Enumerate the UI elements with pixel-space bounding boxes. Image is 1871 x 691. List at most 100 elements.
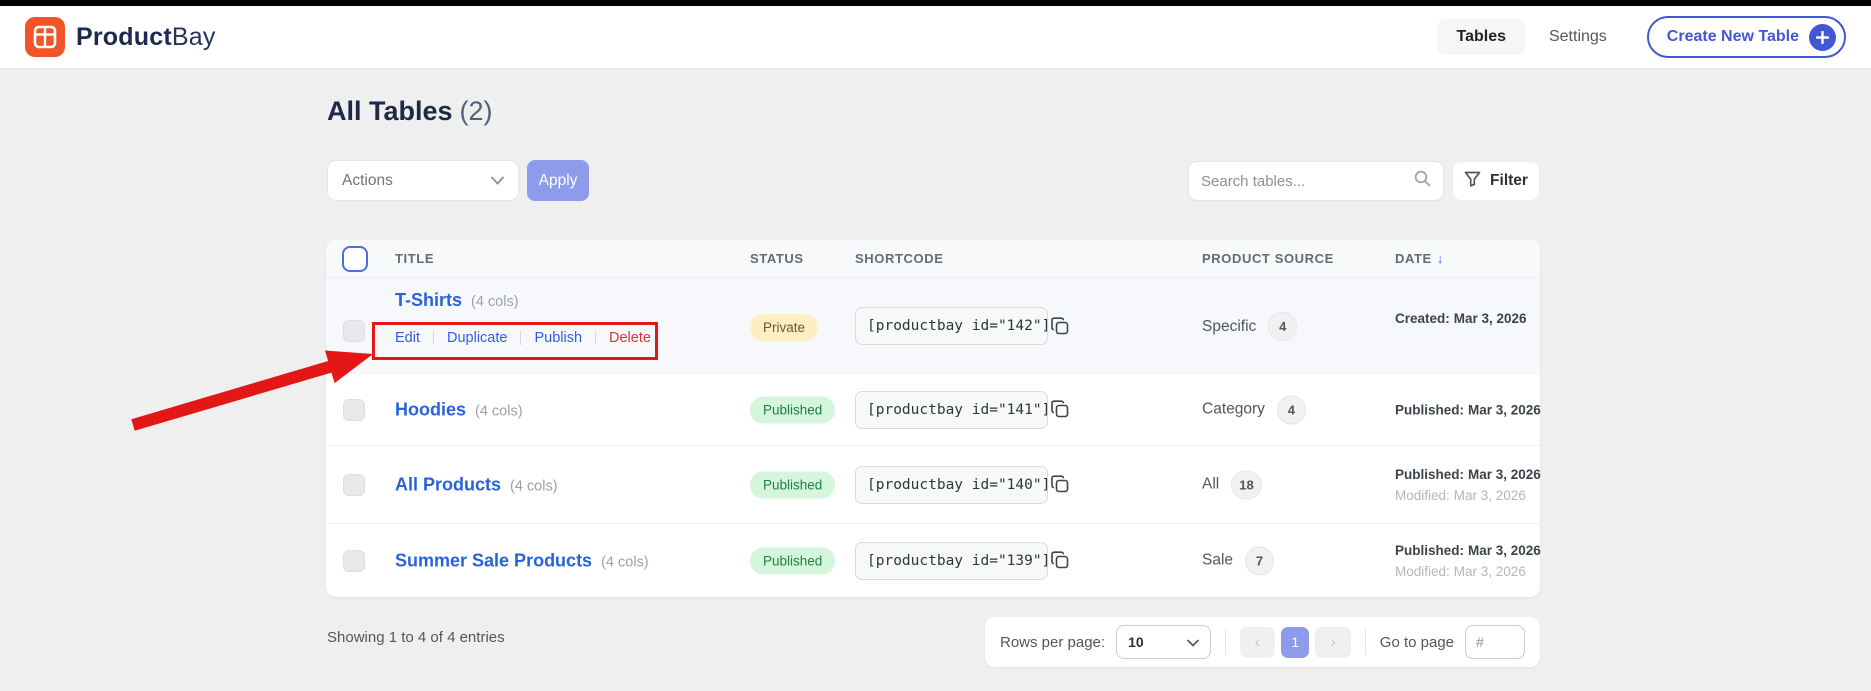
- filter-label: Filter: [1490, 172, 1528, 189]
- plus-icon: [1809, 23, 1836, 51]
- date-modified-label: Modified:: [1395, 563, 1450, 579]
- productbay-table-icon: [25, 17, 65, 57]
- create-new-table-label: Create New Table: [1666, 28, 1799, 45]
- shortcode-cell: [productbay id="142"]: [855, 307, 1069, 345]
- app-header: ProductBay Tables Settings Create New Ta…: [0, 6, 1871, 68]
- rows-per-page-select[interactable]: 10: [1116, 625, 1211, 659]
- create-new-table-button[interactable]: Create New Table: [1646, 16, 1846, 58]
- publish-action-link[interactable]: Publish: [534, 330, 583, 346]
- source-label: Sale: [1202, 551, 1234, 569]
- select-all-checkbox[interactable]: [342, 246, 368, 272]
- filter-button[interactable]: Filter: [1452, 161, 1540, 201]
- date-cell: Published: Mar 3, 2026 Modified: Mar 3, 20…: [1395, 464, 1541, 506]
- column-header-shortcode[interactable]: SHORTCODE: [855, 251, 944, 266]
- shortcode-text: [productbay id="142"]: [867, 318, 1051, 334]
- status-cell: Published: [750, 471, 836, 498]
- date-value: Mar 3, 2026: [1468, 402, 1541, 417]
- brand-wordmark: ProductBay: [76, 23, 216, 52]
- tables-list-card: TITLE STATUS SHORTCODE PRODUCT SOURCE DA…: [326, 240, 1541, 597]
- chevron-down-icon: [491, 172, 504, 190]
- next-page-button[interactable]: ›: [1315, 626, 1351, 658]
- table-title-link[interactable]: Hoodies: [395, 399, 467, 419]
- copy-shortcode-button[interactable]: [1050, 313, 1071, 339]
- apply-button[interactable]: Apply: [527, 160, 589, 201]
- title-cell: All Products (4 cols): [395, 474, 558, 495]
- action-separator: [520, 331, 522, 345]
- status-cell: Published: [750, 396, 836, 423]
- product-source-cell: All 18: [1202, 470, 1262, 499]
- column-header-date[interactable]: DATE ↓: [1395, 251, 1444, 266]
- source-count-badge: 18: [1231, 470, 1262, 499]
- date-value: Mar 3, 2026: [1453, 311, 1527, 326]
- filter-funnel-icon: [1464, 171, 1481, 192]
- status-cell: Published: [750, 547, 836, 574]
- rows-per-page-value: 10: [1128, 634, 1144, 650]
- rows-per-page-label: Rows per page:: [1000, 633, 1106, 651]
- status-badge: Private: [750, 314, 819, 341]
- copy-shortcode-button[interactable]: [1050, 397, 1071, 423]
- source-count-badge: 4: [1276, 395, 1306, 424]
- copy-shortcode-button[interactable]: [1050, 472, 1071, 498]
- date-label: Published:: [1395, 402, 1465, 417]
- showing-entries-text: Showing 1 to 4 of 4 entries: [327, 629, 505, 646]
- previous-page-button[interactable]: ‹: [1239, 626, 1276, 658]
- brand-name-bold: Product: [76, 22, 172, 51]
- copy-shortcode-button[interactable]: [1050, 548, 1071, 574]
- divider: [1364, 629, 1366, 655]
- product-source-cell: Category 4: [1202, 395, 1306, 424]
- date-cell: Published: Mar 3, 2026 Modified: Mar 3, 20…: [1395, 540, 1541, 582]
- search-tables-box: [1188, 161, 1444, 201]
- shortcode-box: [productbay id="141"]: [855, 390, 1069, 429]
- action-separator: [433, 331, 434, 345]
- date-label: Published:: [1395, 542, 1465, 558]
- table-row: Summer Sale Products (4 cols) Published …: [326, 524, 1541, 597]
- divider: [1224, 629, 1226, 655]
- pagination-card: Rows per page: 10 ‹ 1 › Go to page: [985, 617, 1540, 667]
- column-header-title[interactable]: TITLE: [395, 251, 435, 266]
- search-icon: [1414, 170, 1431, 192]
- shortcode-cell: [productbay id="140"]: [855, 465, 1069, 504]
- edit-action-link[interactable]: Edit: [395, 330, 420, 346]
- date-value: Mar 3, 2026: [1468, 542, 1541, 558]
- title-cell: Summer Sale Products (4 cols): [395, 550, 649, 571]
- search-input[interactable]: [1201, 172, 1414, 190]
- window-top-strip: [0, 0, 1871, 6]
- bulk-actions-value: Actions: [342, 171, 393, 189]
- column-header-product-source[interactable]: PRODUCT SOURCE: [1202, 251, 1334, 266]
- shortcode-text: [productbay id="141"]: [867, 401, 1051, 418]
- product-source-cell: Sale 7: [1202, 546, 1275, 575]
- go-to-page-input[interactable]: [1465, 625, 1526, 659]
- column-count-note: (4 cols): [601, 554, 649, 570]
- source-count-badge: 7: [1245, 546, 1275, 575]
- brand-name-light: Bay: [171, 22, 216, 51]
- row-checkbox[interactable]: [343, 473, 365, 496]
- title-cell: T-Shirts (4 cols): [395, 290, 519, 311]
- table-title-link[interactable]: All Products: [395, 474, 502, 494]
- row-checkbox[interactable]: [343, 320, 365, 342]
- date-value: Mar 3, 2026: [1468, 466, 1541, 482]
- shortcode-box: [productbay id="142"]: [855, 307, 1069, 345]
- duplicate-action-link[interactable]: Duplicate: [447, 330, 508, 346]
- table-title-link[interactable]: Summer Sale Products: [395, 550, 593, 570]
- table-header-row: TITLE STATUS SHORTCODE PRODUCT SOURCE DA…: [326, 240, 1540, 278]
- delete-action-link[interactable]: Delete: [609, 330, 651, 346]
- date-cell: Created: Mar 3, 2026: [1395, 308, 1527, 329]
- tab-tables[interactable]: Tables: [1437, 19, 1525, 55]
- bulk-actions-select[interactable]: Actions: [327, 160, 519, 201]
- page-title-text: All Tables: [327, 96, 453, 126]
- column-header-status[interactable]: STATUS: [750, 251, 804, 266]
- go-to-page-label: Go to page: [1379, 633, 1455, 651]
- current-page-button[interactable]: 1: [1281, 626, 1310, 658]
- date-header-label: DATE: [1395, 251, 1432, 266]
- row-checkbox[interactable]: [343, 549, 365, 572]
- column-count-note: (4 cols): [471, 294, 519, 310]
- table-count: (2): [459, 96, 493, 126]
- table-row: All Products (4 cols) Published [product…: [326, 446, 1541, 524]
- status-badge: Published: [750, 471, 836, 498]
- shortcode-box: [productbay id="139"]: [855, 541, 1069, 580]
- page-title: All Tables (2): [327, 96, 493, 127]
- table-row: T-Shirts (4 cols) Edit Duplicate Publish…: [326, 278, 1540, 374]
- tab-settings[interactable]: Settings: [1548, 28, 1607, 45]
- table-title-link[interactable]: T-Shirts: [395, 290, 463, 310]
- row-checkbox[interactable]: [343, 398, 365, 421]
